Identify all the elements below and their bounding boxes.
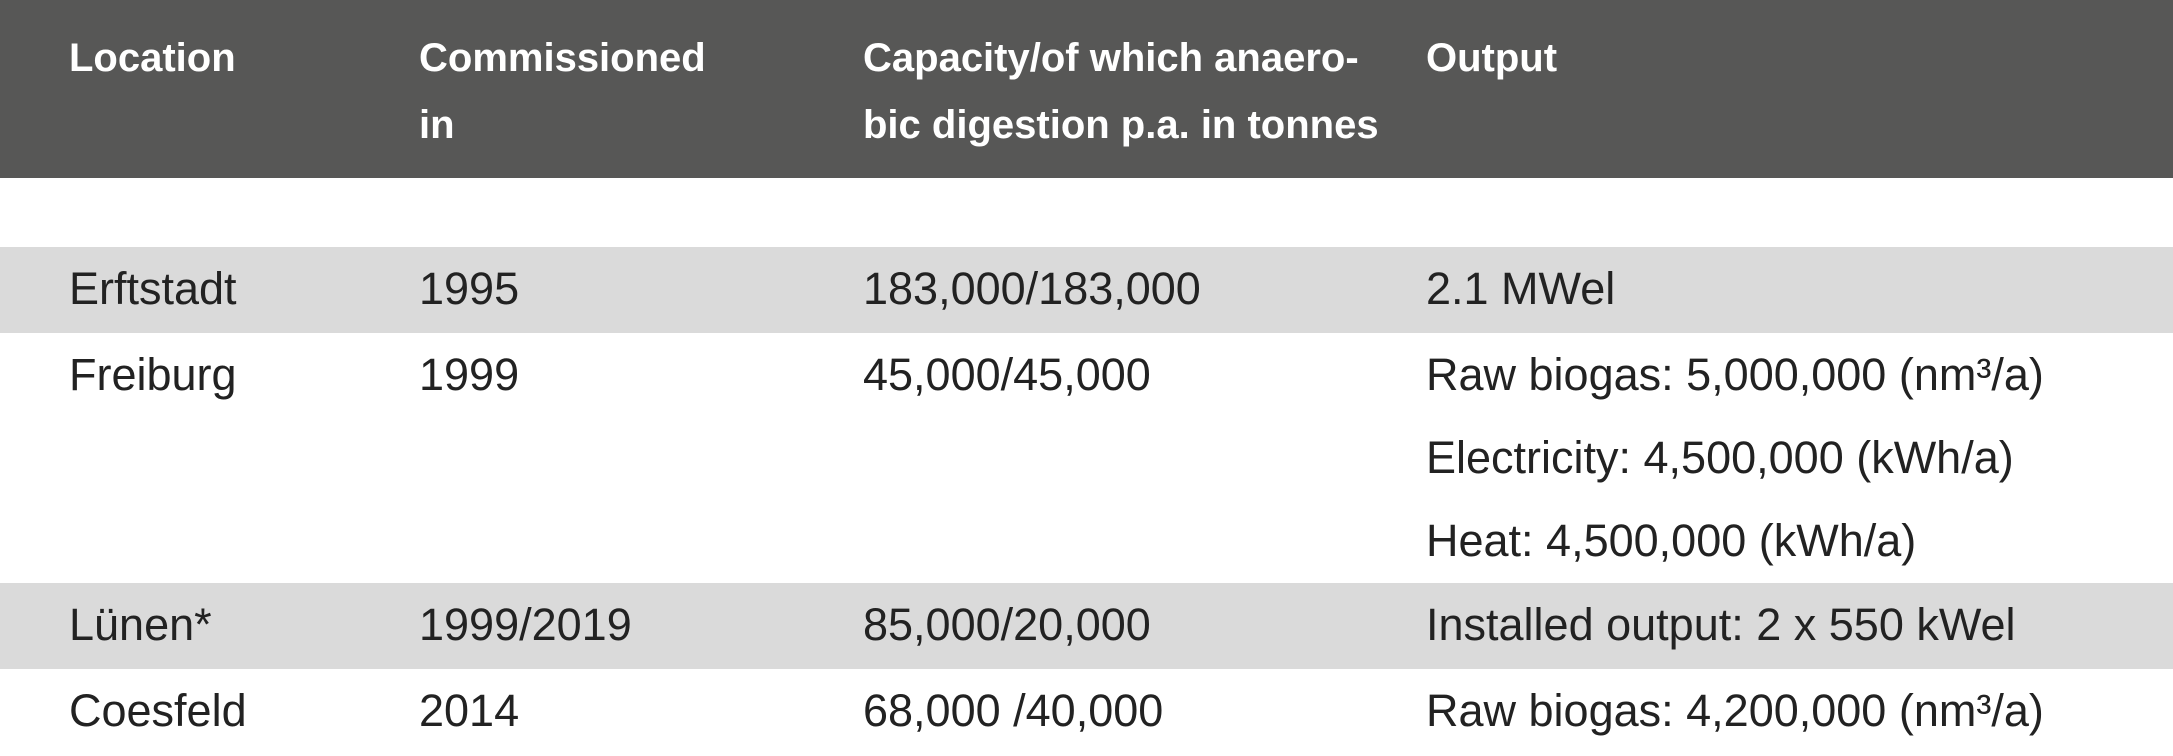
header-text: Location [69, 36, 236, 80]
header-cell: Capacity/of which anaero-bic digestion p… [863, 25, 1379, 159]
header-text: bic digestion p.a. in tonnes [863, 103, 1379, 147]
table-cell: Installed output: 2 x 550 kWel [1426, 583, 2016, 666]
row-background [0, 247, 2173, 333]
cell-text: Freiburg [69, 349, 237, 400]
header-text: Commissioned [419, 36, 706, 80]
header-text: in [419, 103, 455, 147]
table-cell: 68,000 /40,000 [863, 669, 1163, 752]
table-cell: 2014 [419, 669, 519, 752]
cell-text: Raw biogas: 5,000,000 (nm³/a) [1426, 349, 2044, 400]
table-header [0, 0, 2173, 178]
header-text: Capacity/of which anaero- [863, 36, 1359, 80]
table-cell: Erftstadt [69, 247, 237, 330]
table-cell: Freiburg [69, 333, 237, 416]
table-cell: 1999 [419, 333, 519, 416]
table-cell: 183,000/183,000 [863, 247, 1201, 330]
cell-text: Heat: 4,500,000 (kWh/a) [1426, 515, 1917, 566]
cell-text: Erftstadt [69, 263, 237, 314]
cell-text: Installed output: 2 x 550 kWel [1426, 599, 2016, 650]
cell-text: 1999/2019 [419, 599, 632, 650]
cell-text: 85,000/20,000 [863, 599, 1151, 650]
header-cell: Output [1426, 25, 1557, 92]
table-cell: 1999/2019 [419, 583, 632, 666]
cell-text: Coesfeld [69, 685, 247, 736]
cell-text: 2014 [419, 685, 520, 736]
header-cell: Commissioned in [419, 25, 706, 159]
table-cell: 85,000/20,000 [863, 583, 1151, 666]
cell-text: Electricity: 4,500,000 (kWh/a) [1426, 432, 2014, 483]
cell-text: 1999 [419, 349, 520, 400]
table-cell: Raw biogas: 5,000,000 (nm³/a) Electricity… [1426, 333, 2044, 582]
cell-text: 2.1 MWel [1426, 263, 1616, 314]
cell-text: Raw biogas: 4,200,000 (nm³/a) [1426, 685, 2044, 736]
cell-text: 183,000/183,000 [863, 263, 1201, 314]
cell-text: 68,000 /40,000 [863, 685, 1164, 736]
table-cell: Raw biogas: 4,200,000 (nm³/a) [1426, 669, 2044, 752]
cell-text: Lünen* [69, 599, 212, 650]
header-cell: Location [69, 25, 236, 92]
row-background [0, 583, 2173, 669]
table-cell: Lünen* [69, 583, 212, 666]
header-text: Output [1426, 36, 1558, 80]
cell-text: 45,000/45,000 [863, 349, 1151, 400]
table-cell: Coesfeld [69, 669, 247, 752]
table-cell: 45,000/45,000 [863, 333, 1151, 416]
table-cell: 1995 [419, 247, 519, 330]
cell-text: 1995 [419, 263, 520, 314]
table-cell: 2.1 MWel [1426, 247, 1615, 330]
